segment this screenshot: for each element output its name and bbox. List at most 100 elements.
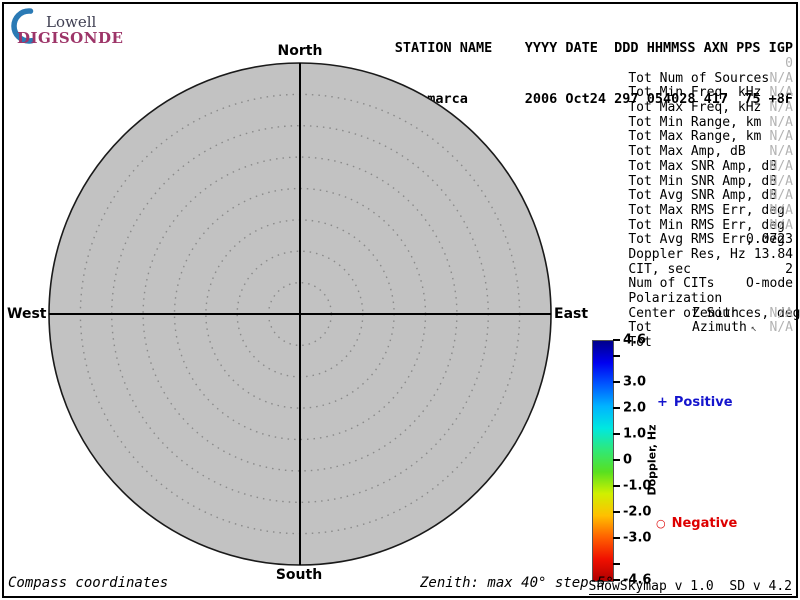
colorbar-tick-label: -2.0 (623, 504, 652, 520)
colorbar-tick (613, 406, 620, 409)
stat-label: Tot (628, 320, 652, 336)
stat-label: Tot Min SNR Amp, dB (628, 173, 778, 189)
stat-row: Tot Max Amp, dB N/A (597, 129, 793, 159)
footer-version: ShowSkymap v 1.0 SD v 4.2 (588, 579, 792, 595)
colorbar-tick-label: 2.0 (623, 400, 647, 416)
colorbar-tick-label: 4.6 (623, 332, 647, 348)
stat-value: N/A (769, 129, 793, 145)
stat-label: Num of CITs (628, 276, 715, 292)
stat-value: N/A (769, 188, 793, 204)
digisonde-logo: Lowell DIGISONDE (8, 4, 123, 48)
stat-value: 2 (785, 261, 793, 277)
colorbar-tick (613, 485, 620, 488)
colorbar-tick-label: -4.6 (623, 572, 652, 588)
compass-label-north: North (277, 43, 323, 59)
stat-row: Tot Min Range, km N/A (597, 100, 793, 129)
circle-marker-icon: ○ (656, 517, 666, 530)
doppler-colorbar (592, 340, 614, 582)
stat-label: Polarization (628, 291, 723, 307)
colorbar-tick (613, 354, 620, 357)
stat-mid-label: Zenith (692, 305, 739, 321)
stat-value: N/A (769, 320, 793, 336)
header-block: STATION NAME YYYY DATE DDD HHMMSS AXN PP… (395, 6, 793, 125)
skymap-plot (48, 62, 552, 566)
colorbar-tick-label: 1.0 (623, 426, 647, 442)
stat-value: 13.84 (753, 246, 793, 262)
compass-label-west: West (7, 306, 47, 322)
cursor-icon: ↖ (750, 323, 757, 335)
stat-label: Tot Max SNR Amp, dB (628, 158, 778, 174)
stat-value: N/A (769, 173, 793, 189)
stat-label: Tot Avg RMS Err, deg (628, 232, 785, 248)
stat-label: Tot Min Freq, kHz (628, 85, 762, 101)
stat-row: Tot Min RMS Err, deg N/A (597, 202, 793, 232)
stat-label: Center of Sources, deg: (628, 305, 800, 321)
legend-positive-label: Positive (673, 395, 733, 410)
colorbar-tick (613, 380, 620, 383)
stat-row: Tot Max RMS Err, deg N/A (597, 188, 793, 217)
stat-value: O-mode (746, 276, 793, 292)
plus-marker-icon: + (657, 395, 668, 410)
stat-row: CIT, sec 13.84 (597, 246, 793, 276)
stat-row: Center of Sources, deg: (597, 292, 800, 321)
compass-label-south: South (275, 567, 323, 583)
stat-value: N/A (769, 70, 793, 86)
colorbar-tick (613, 432, 620, 435)
stat-row: Tot Max Freq, kHz N/A (597, 85, 793, 115)
stat-label: CIT, sec (628, 261, 691, 277)
stat-value: N/A (769, 100, 793, 116)
logo-lowell-text: Lowell (46, 13, 97, 31)
stat-row: Tot Avg SNR Amp, dB N/A (597, 173, 793, 203)
stat-value: N/A (769, 158, 793, 174)
stat-row: Tot Num of Sources 0 (597, 56, 793, 85)
logo-digisonde-text: DIGISONDE (17, 29, 124, 47)
colorbar-tick (613, 563, 620, 566)
stat-row: Tot Zenith N/A (597, 305, 793, 335)
stat-value: N/A (769, 114, 793, 130)
stat-mid-label: Azimuth ↖ (692, 320, 757, 336)
stat-value: N/A (769, 202, 793, 218)
stat-row: Num of CITs 2 (597, 261, 793, 291)
footer-zenith-scale: Zenith: max 40° step 5° (420, 575, 614, 591)
colorbar-tick (613, 339, 620, 341)
footer-coordinate-mode: Compass coordinates (8, 575, 169, 591)
colorbar-tick (613, 459, 620, 461)
stat-value: N/A (769, 305, 793, 321)
colorbar-tick (613, 537, 620, 540)
stat-row: Tot Avg RMS Err, deg N/A (597, 217, 793, 247)
legend-negative: ○ Negative (656, 516, 737, 531)
stat-value: 0 (785, 56, 793, 71)
stat-label: Doppler Res, Hz (628, 246, 746, 262)
stat-label: Tot Max Amp, dB (628, 144, 746, 160)
stat-label: Tot (628, 335, 652, 351)
stat-value: N/A (769, 144, 793, 160)
compass-label-east: East (554, 306, 589, 322)
stat-row: Tot Min SNR Amp, dB N/A (597, 158, 793, 188)
stat-value: N/A (769, 85, 793, 101)
stat-label: Tot Max RMS Err, deg (628, 202, 785, 218)
header-columns-row: STATION NAME YYYY DATE DDD HHMMSS AXN PP… (394, 40, 793, 56)
stat-label: Tot Max Freq, kHz (628, 100, 762, 116)
stat-label: Tot Num of Sources (628, 70, 770, 86)
legend-negative-label: Negative (671, 516, 738, 531)
stat-label: Tot Max Range, km (628, 129, 762, 145)
stat-value: N/A (769, 217, 793, 233)
crescent-icon (11, 8, 47, 44)
stats-panel: Tot Num of Sources 0 Tot Min Freq, kHz N… (597, 56, 800, 350)
colorbar-tick-label: 0 (623, 452, 633, 468)
stat-row: Doppler Res, Hz 0.0723 (597, 232, 793, 262)
stat-row: Tot Max Range, km N/A (597, 114, 793, 144)
stat-label: Tot Min Range, km (628, 114, 762, 130)
colorbar-title: Doppler, Hz (645, 424, 659, 496)
stat-row: Tot Azimuth ↖ N/A (597, 320, 793, 350)
stat-row: Tot Min Freq, kHz N/A (597, 70, 793, 100)
stat-row: Polarization O-mode (597, 276, 793, 306)
colorbar-tick (613, 511, 620, 514)
stat-label: Tot Avg SNR Amp, dB (628, 188, 778, 204)
stat-row: Tot Max SNR Amp, dB N/A (597, 144, 793, 173)
colorbar-tick (613, 579, 620, 581)
colorbar-tick-label: -1.0 (623, 478, 652, 494)
stat-value: 0.0723 (746, 232, 793, 248)
colorbar-tick-label: -3.0 (623, 530, 652, 546)
stat-label: Tot Min RMS Err, deg (628, 217, 785, 233)
